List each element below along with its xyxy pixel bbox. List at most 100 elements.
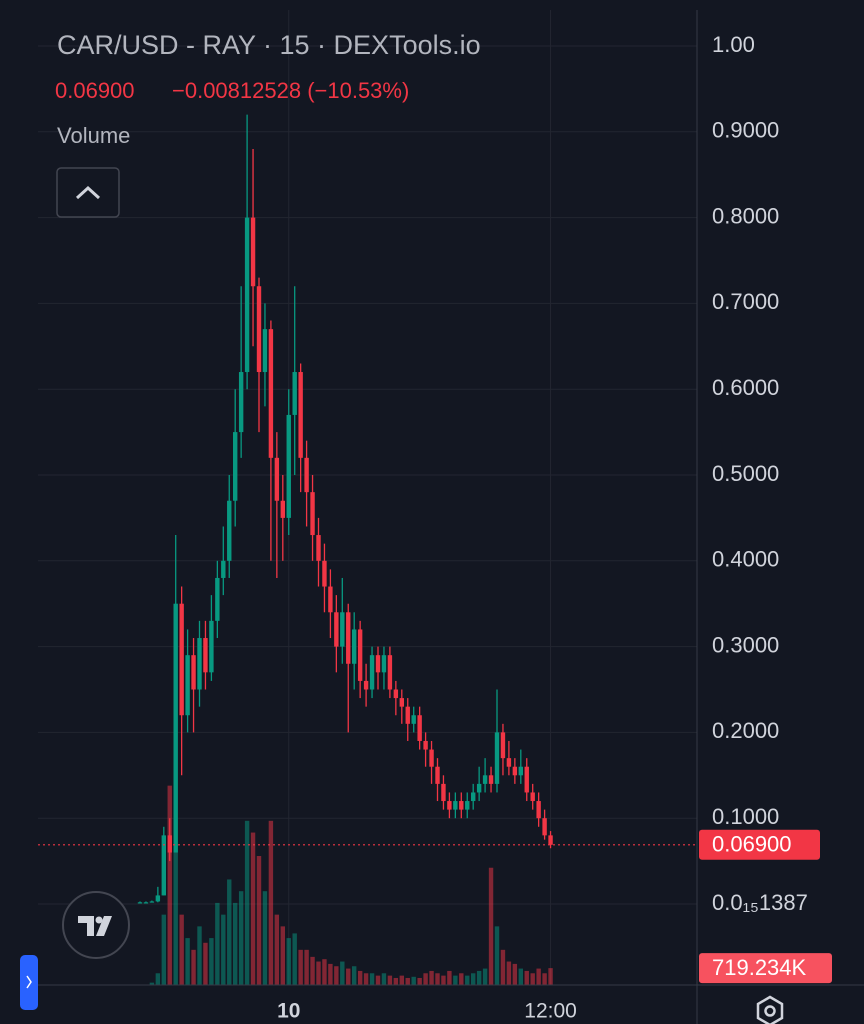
volume-bar (441, 975, 446, 985)
candle-body (292, 372, 297, 415)
volume-last-label: 719.234K (712, 955, 807, 980)
volume-bar (268, 820, 274, 985)
candle-body (155, 895, 161, 902)
volume-bar (286, 938, 291, 985)
tab-frame[interactable] (20, 955, 38, 1010)
gear-icon[interactable] (756, 995, 784, 1024)
volume-bar (310, 956, 315, 985)
candle-body (488, 775, 494, 784)
volume-bar (494, 926, 500, 985)
volume-bar (191, 949, 196, 985)
volume-bar (233, 902, 238, 985)
volume-bar (227, 879, 232, 985)
volume-bar (203, 942, 208, 985)
volume-bar (453, 975, 458, 985)
last-price: 0.06900 (55, 78, 135, 103)
candle-body (429, 749, 434, 767)
volume-bar (399, 975, 404, 985)
y-tick-label: 0.9000 (712, 118, 779, 143)
volume-bar (363, 973, 369, 985)
volume-bar (459, 973, 464, 985)
volume-bar (346, 968, 351, 985)
candle-body (250, 217, 256, 287)
candle-body (209, 620, 214, 673)
volume-bar (334, 966, 339, 985)
candle-body (316, 535, 321, 561)
volume-bar (155, 973, 161, 985)
volume-bar (476, 970, 482, 985)
logo-circle[interactable] (62, 891, 130, 959)
chart-title: CAR/USD - RAY · 15 · DEXTools.io (57, 30, 481, 60)
gear-center (764, 1005, 776, 1017)
candle-body (197, 638, 202, 690)
volume-bar (381, 973, 387, 985)
candle-body (441, 783, 446, 802)
candle-body (167, 835, 172, 853)
volume-bar (322, 959, 327, 985)
candle-body (185, 655, 190, 716)
candle-body (149, 901, 155, 903)
volume-bar (221, 914, 226, 985)
volume-bar (262, 891, 268, 985)
volume-bar (256, 856, 262, 985)
candle-body (393, 689, 399, 699)
candle-body (423, 740, 428, 750)
candle-body (465, 801, 470, 810)
candle-body (221, 560, 226, 578)
candle-body (381, 655, 387, 673)
volume-bar (506, 961, 512, 985)
candle-body (262, 329, 268, 373)
candle-body (536, 801, 541, 819)
settings-button[interactable] (756, 995, 784, 1024)
price-change: −0.00812528 (−10.53%) (172, 78, 409, 103)
volume-title: Volume (57, 123, 130, 148)
button-frame[interactable] (56, 167, 120, 218)
candle-body (542, 818, 547, 836)
candle-body (524, 766, 529, 793)
candle-body (256, 286, 262, 373)
volume-bar (167, 785, 172, 985)
y-tick-label: 0.7000 (712, 289, 779, 314)
candle-body (375, 655, 381, 673)
candle-body (435, 766, 440, 784)
candle-body (161, 835, 166, 896)
volume-bar (357, 970, 363, 985)
logo[interactable] (62, 891, 130, 959)
candle-body (310, 492, 315, 536)
grid-layer (38, 10, 697, 985)
candle-layer (137, 114, 553, 904)
candle-body (215, 577, 220, 621)
candle-body (328, 586, 333, 613)
volume-layer (149, 785, 553, 985)
candle-body (405, 706, 410, 724)
volume-bar (524, 970, 529, 985)
y-tick-label: 0.6000 (712, 375, 779, 400)
candle-body (417, 715, 422, 741)
candle-body (304, 457, 309, 493)
volume-bar (250, 832, 256, 985)
candle-body (482, 775, 488, 784)
volume-bar (304, 949, 309, 985)
candle-body (244, 217, 250, 373)
candle-body (357, 629, 363, 681)
candle-body (518, 766, 523, 776)
candle-body (191, 655, 196, 690)
volume-bar (280, 926, 285, 985)
collapse-button[interactable] (56, 167, 120, 218)
side-tab[interactable] (20, 955, 38, 1010)
candle-body (494, 732, 500, 784)
y-tick-label: 0.3000 (712, 632, 779, 657)
candle-body (399, 698, 404, 707)
volume-bar (429, 970, 434, 985)
candle-body (459, 801, 464, 810)
candle-body (173, 603, 178, 853)
y-tick-label: 0.4000 (712, 547, 779, 572)
volume-last-box (699, 953, 832, 984)
volume-bar (387, 975, 393, 985)
candle-body (137, 902, 143, 904)
candle-body (447, 801, 452, 810)
volume-bar (548, 968, 553, 985)
volume-bar (530, 973, 535, 985)
